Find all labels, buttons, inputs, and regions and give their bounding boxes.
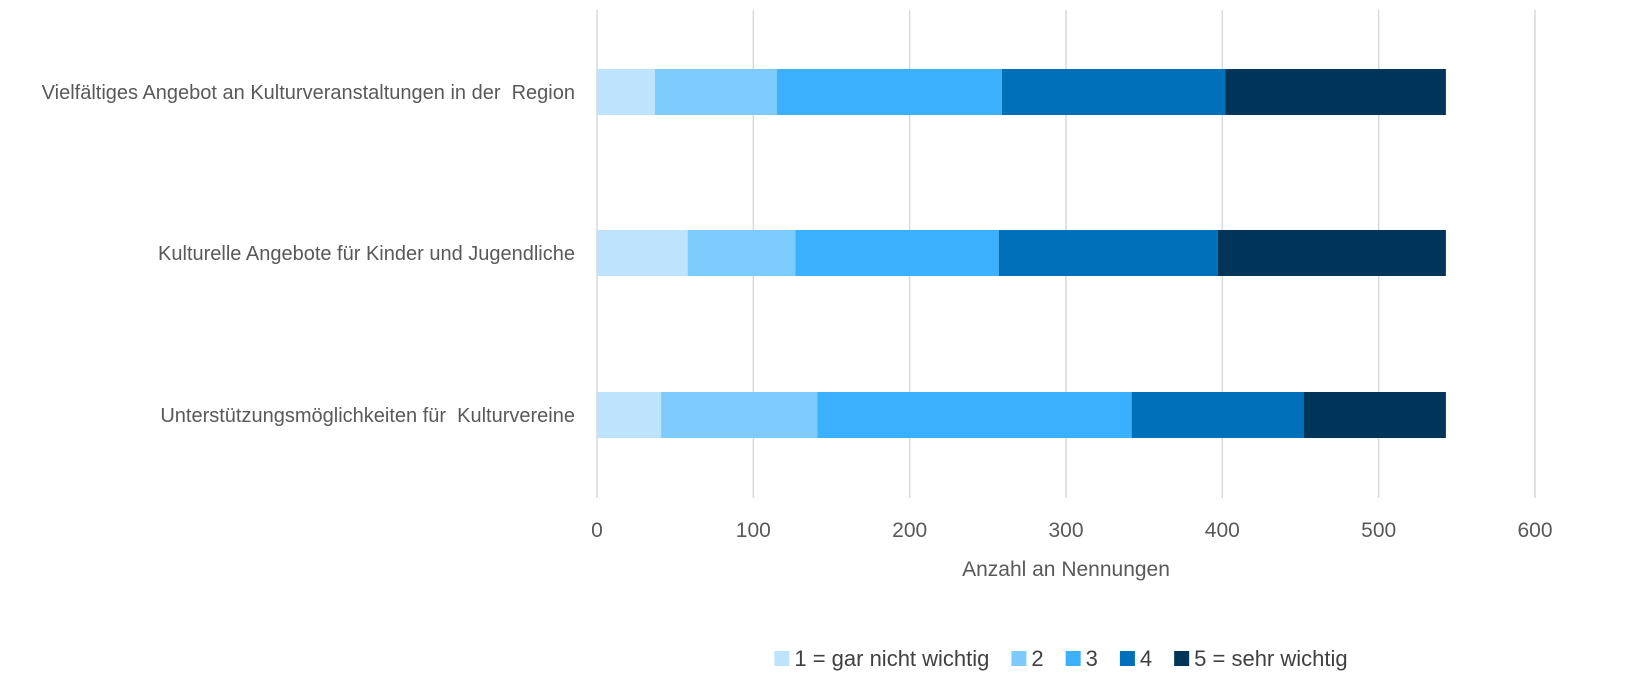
x-tick-label: 600 [1517, 519, 1552, 542]
bar-segment [795, 230, 999, 276]
bar-segment [1001, 69, 1226, 115]
bars [597, 69, 1446, 438]
legend-item: 2 [1011, 646, 1044, 671]
bar-segment [1225, 69, 1446, 115]
bar-segment [597, 392, 662, 438]
legend-item: 3 [1065, 646, 1098, 671]
x-axis-title: Anzahl an Nennungen [962, 558, 1170, 581]
legend-item: 5 = sehr wichtig [1174, 646, 1348, 671]
legend-swatch [1119, 651, 1135, 666]
legend-item: 4 [1119, 646, 1152, 671]
x-tick-labels: 0 100 200 300 400 500 600 [591, 519, 1552, 542]
category-label: Vielfältiges Angebot an Kulturveranstalt… [42, 82, 575, 104]
legend-item: 1 = gar nicht wichtig [774, 646, 989, 671]
bar-segment [661, 392, 818, 438]
bar-segment [597, 230, 688, 276]
x-tick-label: 100 [736, 519, 771, 542]
legend-swatch [1065, 651, 1081, 666]
bar-segment [776, 69, 1002, 115]
legend-label: 3 [1086, 646, 1098, 671]
x-tick-label: 400 [1205, 519, 1240, 542]
bar-segment [654, 69, 777, 115]
category-label: Unterstützungsmöglichkeiten für Kulturve… [160, 405, 575, 427]
x-tick-label: 0 [591, 519, 603, 542]
bar-segment [597, 69, 655, 115]
legend: 1 = gar nicht wichtig 2 3 4 5 = sehr wichtig [774, 646, 1348, 671]
legend-label: 2 [1031, 646, 1043, 671]
bar-segment [687, 230, 796, 276]
bar-segment [1131, 392, 1304, 438]
x-tick-label: 200 [892, 519, 927, 542]
legend-swatch [1011, 651, 1027, 666]
legend-swatch [1174, 651, 1190, 666]
legend-swatch [774, 651, 790, 666]
legend-label: 5 = sehr wichtig [1194, 646, 1347, 671]
bar-segment [817, 392, 1132, 438]
x-tick-label: 300 [1048, 519, 1083, 542]
x-tick-label: 500 [1361, 519, 1396, 542]
bar-segment [1217, 230, 1446, 276]
bar-segment [998, 230, 1218, 276]
category-labels: Vielfältiges Angebot an Kulturveranstalt… [42, 82, 575, 427]
category-label: Kulturelle Angebote für Kinder und Jugen… [158, 243, 575, 265]
bar-segment [1303, 392, 1446, 438]
legend-label: 1 = gar nicht wichtig [794, 646, 989, 671]
legend-label: 4 [1140, 646, 1152, 671]
